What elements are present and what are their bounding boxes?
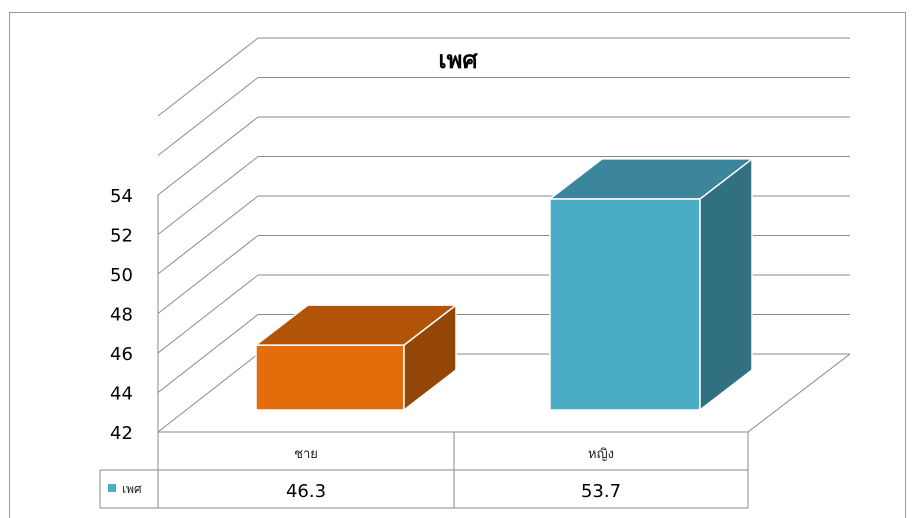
y-tick-label: 42: [110, 423, 133, 444]
legend-swatch: [108, 484, 116, 492]
bar-front-2: [549, 198, 701, 411]
bar-top-1: [253, 304, 459, 346]
y-tick-label: 44: [110, 384, 133, 405]
category-label: ชาย: [294, 447, 318, 462]
value-label: 53.7: [581, 481, 621, 502]
y-tick-label: 50: [110, 265, 133, 286]
side-gridline: [157, 116, 259, 196]
legend-label: เพศ: [122, 482, 142, 496]
side-gridline: [157, 195, 259, 275]
side-gridline: [157, 156, 259, 235]
y-tick-label: 46: [110, 344, 133, 365]
side-gridline: [157, 353, 259, 433]
value-label: 46.3: [286, 481, 326, 502]
chart-title: เพศ: [438, 46, 478, 74]
y-tick-label: 48: [110, 305, 133, 326]
side-gridline: [157, 314, 259, 393]
side-gridline: [157, 37, 259, 117]
side-gridline: [157, 77, 259, 156]
category-label: หญิง: [588, 447, 614, 462]
y-tick-label: 54: [110, 186, 133, 207]
y-tick-label: 52: [110, 226, 133, 247]
bar-front-1: [255, 344, 405, 411]
bar-top-2: [547, 158, 755, 200]
side-gridline: [157, 274, 259, 354]
side-gridline: [157, 235, 259, 314]
bar-side-2: [699, 157, 753, 412]
floor-right-edge: [747, 353, 851, 433]
